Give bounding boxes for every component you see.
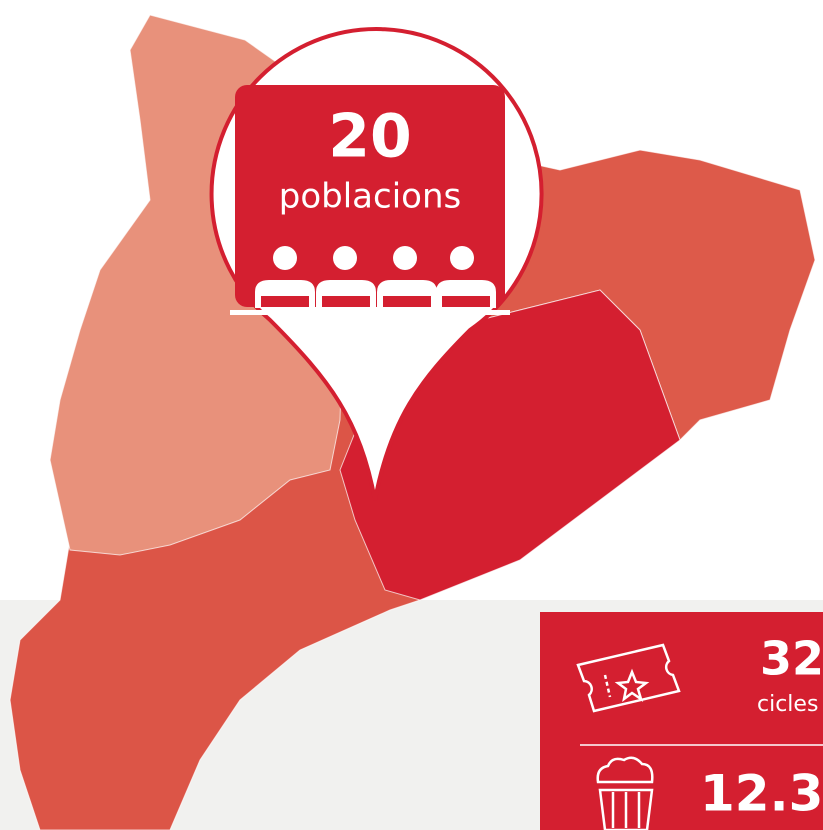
audience-icon	[230, 246, 510, 315]
stat-value: 12.3	[700, 765, 823, 823]
badge-screen	[235, 85, 505, 307]
map	[9, 14, 816, 830]
stat-value: 32	[760, 632, 823, 686]
stats-background	[540, 612, 823, 830]
badge: 20 poblacions	[209, 27, 544, 501]
badge-label: poblacions	[279, 177, 461, 217]
stats-panel: 32 cicles 12.3	[540, 612, 823, 830]
badge-value: 20	[328, 102, 412, 172]
popcorn-icon	[596, 756, 654, 830]
stat-label: cicles	[757, 692, 818, 717]
ticket-icon	[576, 643, 681, 713]
